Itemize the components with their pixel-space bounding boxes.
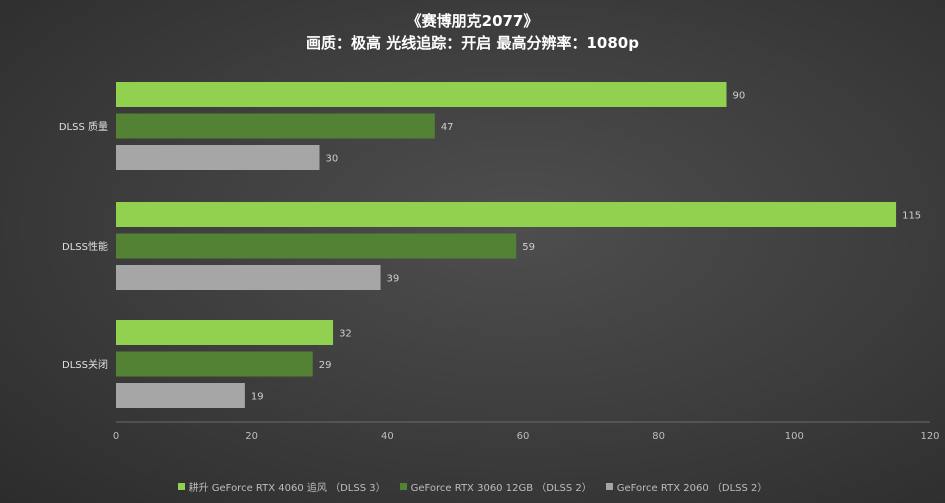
- bar: [116, 351, 313, 377]
- category-label: DLSS关闭: [62, 358, 108, 371]
- bar: [116, 82, 727, 107]
- bar: [116, 113, 435, 139]
- bar: [116, 202, 897, 227]
- data-label: 115: [902, 211, 921, 222]
- x-tick-label: 40: [381, 431, 394, 442]
- data-label: 59: [522, 242, 535, 253]
- legend-label: GeForce RTX 3060 12GB （DLSS 2）: [410, 483, 592, 494]
- legend-swatch: [399, 483, 407, 490]
- legend-item: GeForce RTX 3060 12GB （DLSS 2）: [399, 479, 592, 494]
- legend-label: GeForce RTX 2060 （DLSS 2）: [616, 483, 768, 494]
- data-label: 29: [319, 360, 332, 371]
- bar: [116, 145, 320, 170]
- x-tick-label: 120: [920, 431, 939, 442]
- data-label: 32: [339, 329, 352, 340]
- legend-item: 耕升 GeForce RTX 4060 追风 （DLSS 3）: [177, 479, 386, 494]
- legend: 耕升 GeForce RTX 4060 追风 （DLSS 3） GeForce R…: [0, 479, 945, 494]
- x-tick-label: 80: [652, 431, 665, 442]
- x-tick-label: 20: [245, 431, 258, 442]
- data-label: 19: [251, 392, 264, 403]
- bar: [116, 265, 381, 290]
- legend-item: GeForce RTX 2060 （DLSS 2）: [605, 479, 768, 494]
- category-label: DLSS 质量: [59, 121, 108, 133]
- legend-swatch: [177, 483, 185, 490]
- category-label: DLSS性能: [62, 240, 108, 253]
- data-label: 90: [733, 91, 746, 102]
- x-tick-label: 60: [517, 431, 530, 442]
- legend-swatch: [605, 483, 613, 490]
- chart-title: 《赛博朋克2077》 画质：极高 光线追踪：开启 最高分辨率：1080p: [0, 10, 945, 54]
- legend-label: 耕升 GeForce RTX 4060 追风 （DLSS 3）: [188, 483, 386, 494]
- x-tick-label: 100: [785, 431, 804, 442]
- x-tick-label: 0: [113, 431, 119, 442]
- data-label: 39: [387, 274, 400, 285]
- data-label: 30: [326, 154, 339, 165]
- title-line: 《赛博朋克2077》: [406, 12, 539, 30]
- bar: [116, 320, 334, 345]
- data-label: 47: [441, 122, 454, 133]
- bar: [116, 233, 517, 259]
- bar: [116, 383, 245, 408]
- subtitle-line: 画质：极高 光线追踪：开启 最高分辨率：1080p: [306, 34, 639, 52]
